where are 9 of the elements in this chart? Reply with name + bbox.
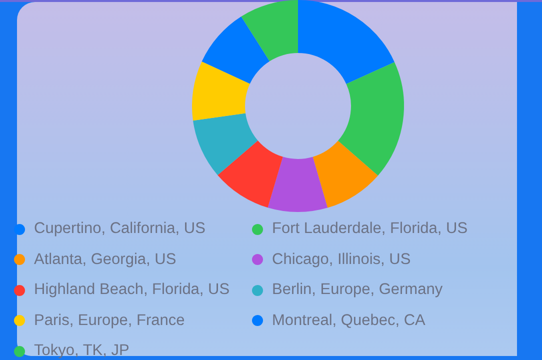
legend-label: Highland Beach, Florida, US (34, 281, 230, 300)
legend-label: Fort Lauderdale, Florida, US (272, 220, 468, 238)
legend-label: Chicago, Illinois, US (272, 250, 411, 269)
legend-label: Berlin, Europe, Germany (272, 281, 443, 300)
legend-label: Cupertino, California, US (34, 220, 206, 238)
legend-label: Montreal, Quebec, CA (272, 312, 426, 330)
legend-label: Tokyo, TK, JP (34, 342, 130, 360)
legend-label: Paris, Europe, France (34, 312, 185, 330)
legend-label: Atlanta, Georgia, US (34, 250, 176, 269)
